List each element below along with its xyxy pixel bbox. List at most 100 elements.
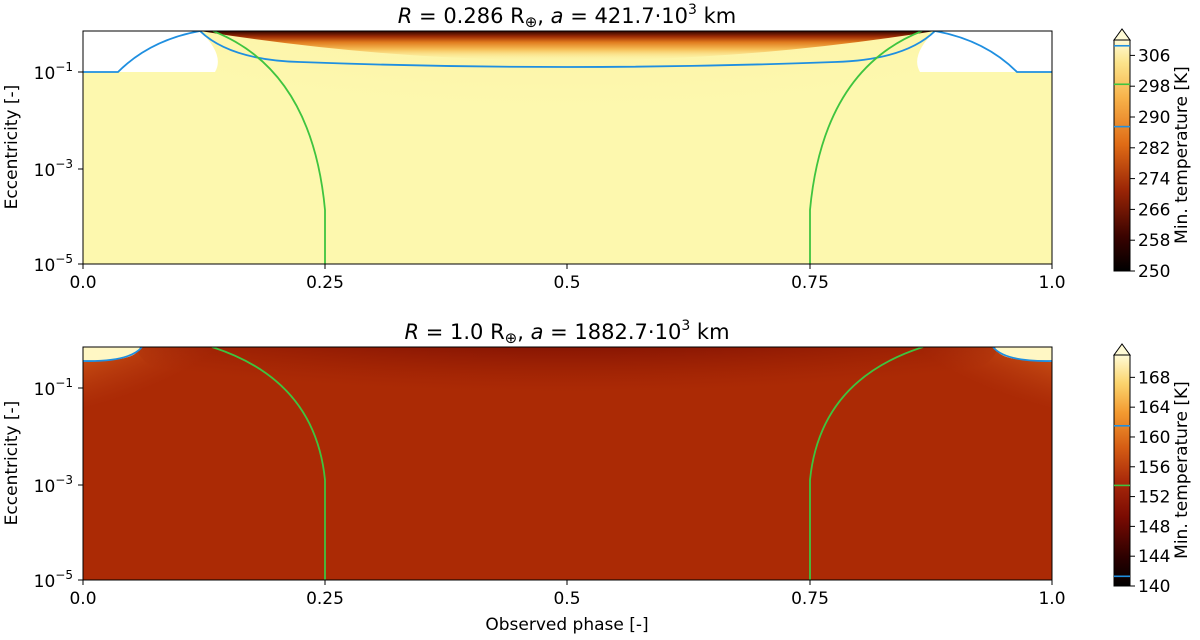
x-tick-label: 0.25 bbox=[306, 273, 344, 293]
y-tick-label: 10−5 bbox=[34, 568, 73, 592]
title-top-exp: 3 bbox=[688, 2, 697, 18]
title-bottom-symbol: ⊕ bbox=[505, 329, 518, 347]
title-top-a: a bbox=[551, 4, 564, 28]
colorbar-top-extend-arrow bbox=[1113, 28, 1131, 41]
colorbar-tick-label: 298 bbox=[1138, 77, 1170, 97]
y-tick-exp: −5 bbox=[55, 568, 73, 582]
title-bottom: R = 1.0 R⊕, a = 1882.7·103 km bbox=[404, 318, 729, 347]
title-bottom-a: a bbox=[531, 320, 544, 344]
x-axis-top: 0.0 0.25 0.5 0.75 1.0 bbox=[69, 264, 1066, 293]
y-tick-label: 10−3 bbox=[34, 473, 73, 497]
y-axis-top: 10−1 10−3 10−5 Eccentricity [-] bbox=[2, 60, 83, 276]
contour-top-blue-left bbox=[83, 31, 201, 73]
colorbar-bottom-extend-arrow bbox=[1113, 343, 1131, 356]
contour-bottom-blue-right bbox=[992, 347, 1052, 362]
title-top-sep: , bbox=[537, 4, 550, 28]
panel-bottom: R = 1.0 R⊕, a = 1882.7·103 km 0.0 0.25 0… bbox=[2, 318, 1192, 635]
y-tick-base: 10 bbox=[34, 380, 56, 400]
colorbar-tick-label: 168 bbox=[1138, 368, 1170, 388]
x-axis-label: Observed phase [-] bbox=[485, 615, 648, 635]
x-tick-label: 0.25 bbox=[306, 589, 344, 609]
heatmap-top bbox=[83, 31, 1052, 264]
title-top-symbol: ⊕ bbox=[525, 13, 538, 31]
panel-top: R = 0.286 R⊕, a = 421.7·103 km 0.0 0.25 … bbox=[2, 2, 1192, 293]
title-bottom-unit: km bbox=[690, 320, 729, 344]
title-bottom-sep: , bbox=[517, 320, 530, 344]
y-tick-label: 10−1 bbox=[34, 376, 73, 400]
colorbar-bottom-label: Min. temperature [K] bbox=[1172, 381, 1192, 559]
y-tick-exp: −3 bbox=[55, 473, 73, 487]
title-bottom-exp: 3 bbox=[681, 318, 690, 334]
colorbar-tick-label: 152 bbox=[1138, 488, 1170, 508]
x-tick-label: 0.0 bbox=[69, 589, 96, 609]
colorbar-tick-label: 258 bbox=[1138, 231, 1170, 251]
colorbar-tick-label: 164 bbox=[1138, 398, 1170, 418]
colorbar-bottom-bar bbox=[1113, 354, 1131, 587]
y-tick-base: 10 bbox=[34, 477, 56, 497]
title-top-main: = 0.286 R bbox=[412, 4, 524, 28]
title-bottom-main: = 1.0 R bbox=[419, 320, 505, 344]
colorbar-bottom-ticks: 140 144 148 152 156 160 164 168 bbox=[1130, 368, 1170, 597]
y-axis-label-top: Eccentricity [-] bbox=[2, 85, 22, 210]
y-tick-base: 10 bbox=[34, 572, 56, 592]
colorbar-tick-label: 306 bbox=[1138, 46, 1170, 66]
x-tick-label: 1.0 bbox=[1038, 589, 1065, 609]
y-axis-label-bottom: Eccentricity [-] bbox=[2, 401, 22, 526]
x-tick-label: 0.75 bbox=[791, 589, 829, 609]
title-top-rest: = 421.7·10 bbox=[564, 4, 688, 28]
colorbar-tick-label: 290 bbox=[1138, 108, 1170, 128]
colorbar-tick-label: 266 bbox=[1138, 200, 1170, 220]
colorbar-top-marks bbox=[1114, 44, 1130, 128]
x-tick-label: 0.5 bbox=[553, 273, 580, 293]
y-tick-label: 10−1 bbox=[34, 60, 73, 84]
contour-top-green-right bbox=[809, 31, 923, 264]
colorbar-tick-label: 140 bbox=[1138, 577, 1170, 597]
colorbar-tick-label: 250 bbox=[1138, 262, 1170, 282]
colorbar-top-ticks: 250 258 266 274 282 290 298 306 bbox=[1130, 46, 1170, 282]
heatmap-bottom bbox=[83, 347, 1052, 580]
y-tick-base: 10 bbox=[34, 256, 56, 276]
heatmap-bottom-hot-left bbox=[83, 347, 140, 362]
title-top: R = 0.286 R⊕, a = 421.7·103 km bbox=[398, 2, 736, 31]
y-tick-label: 10−3 bbox=[34, 157, 73, 181]
heatmap-top-white-left bbox=[83, 31, 218, 72]
colorbar-tick-label: 148 bbox=[1138, 517, 1170, 537]
contour-bottom-green-right bbox=[809, 347, 924, 580]
colorbar-tick-label: 274 bbox=[1138, 170, 1170, 190]
colorbar-top: 250 258 266 274 282 290 298 306 Min. temperatur… bbox=[1113, 28, 1192, 282]
x-tick-label: 0.0 bbox=[69, 273, 96, 293]
title-top-unit: km bbox=[697, 4, 736, 28]
contour-top-green-left bbox=[212, 31, 326, 264]
y-tick-exp: −3 bbox=[55, 157, 73, 171]
y-tick-exp: −1 bbox=[55, 376, 73, 390]
colorbar-tick-label: 156 bbox=[1138, 458, 1170, 478]
y-tick-exp: −5 bbox=[55, 252, 73, 266]
heatmap-top-white-right bbox=[917, 31, 1052, 72]
y-tick-label: 10−5 bbox=[34, 252, 73, 276]
heatmap-bottom-hot-right bbox=[995, 347, 1052, 362]
y-tick-exp: −1 bbox=[55, 60, 73, 74]
colorbar-tick-label: 144 bbox=[1138, 547, 1170, 567]
colorbar-tick-label: 160 bbox=[1138, 428, 1170, 448]
x-axis-bottom: 0.0 0.25 0.5 0.75 1.0 Observed phase [-] bbox=[69, 580, 1066, 635]
title-top-r: R bbox=[398, 4, 413, 28]
x-tick-label: 0.5 bbox=[553, 589, 580, 609]
heatmap-bottom-cold-band bbox=[137, 347, 997, 422]
colorbar-top-bar bbox=[1113, 39, 1131, 272]
colorbar-top-label: Min. temperature [K] bbox=[1172, 66, 1192, 244]
x-tick-label: 0.75 bbox=[791, 273, 829, 293]
colorbar-bottom-marks bbox=[1114, 424, 1130, 578]
title-bottom-rest: = 1882.7·10 bbox=[543, 320, 681, 344]
contour-bottom-green-left bbox=[211, 347, 326, 580]
title-bottom-r: R bbox=[404, 320, 419, 344]
y-tick-base: 10 bbox=[34, 64, 56, 84]
colorbar-bottom: 140 144 148 152 156 160 164 168 Min. temperatur… bbox=[1113, 343, 1192, 597]
contour-top-blue-bowl bbox=[199, 31, 936, 68]
y-axis-bottom: 10−1 10−3 10−5 Eccentricity [-] bbox=[2, 376, 83, 592]
contour-bottom-blue-left bbox=[83, 347, 143, 362]
x-tick-label: 1.0 bbox=[1038, 273, 1065, 293]
contour-top-blue-right bbox=[934, 31, 1052, 73]
heatmap-top-cold-band bbox=[200, 31, 935, 61]
y-tick-base: 10 bbox=[34, 161, 56, 181]
